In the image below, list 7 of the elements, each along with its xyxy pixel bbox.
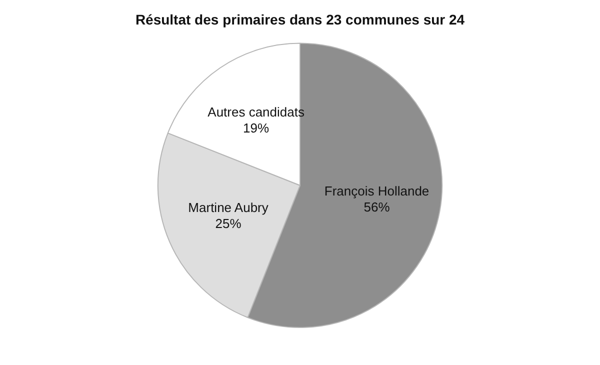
data-label: 25% — [215, 216, 242, 232]
slice-label: Martine Aubry — [188, 200, 269, 216]
slice-label: Autres candidats — [208, 104, 305, 120]
chart-title: Résultat des primaires dans 23 communes sur 24 — [135, 11, 465, 28]
data-label: 56% — [364, 200, 390, 215]
slice-label: François Hollande — [324, 184, 430, 199]
data-label: 19% — [243, 120, 270, 136]
